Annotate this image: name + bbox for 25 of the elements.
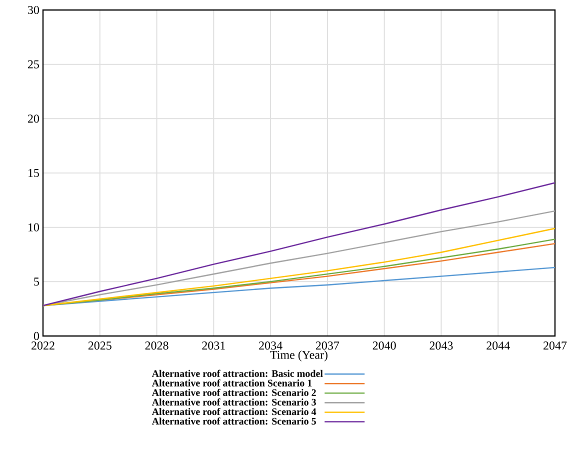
x-tick-label: 2047 [544, 342, 567, 350]
x-tick-label: 2037 [316, 342, 340, 350]
x-axis-title: Time (Year) [270, 350, 328, 362]
x-tick-label: 2022 [32, 342, 54, 350]
y-tick-label: 5 [34, 278, 40, 286]
y-tick-label: 25 [28, 60, 40, 68]
legend-label: Alternative roof attraction Scenario 1 [152, 379, 312, 386]
legend-label: Alternative roof attraction: Scenario 3 [152, 398, 316, 406]
x-tick-label: 2034 [259, 342, 282, 350]
x-tick-label: 2025 [88, 342, 112, 350]
y-tick-label: 15 [28, 168, 40, 178]
x-tick-label: 2040 [372, 342, 396, 350]
legend-label: Alternative roof attraction: Scenario 4 [152, 408, 316, 416]
x-tick-label: 2044 [486, 342, 510, 350]
line-series [43, 182, 555, 306]
x-tick-label: 2028 [145, 342, 168, 350]
x-tick-label: 2031 [202, 342, 225, 350]
y-tick-label: 0 [34, 332, 40, 340]
legend-label: Alternative roof attraction: Basic model [152, 370, 323, 377]
y-tick-label: 20 [28, 114, 40, 123]
legend-label: Alternative roof attraction: Scenario 2 [152, 388, 316, 396]
y-tick-label: 30 [28, 6, 40, 14]
x-tick-label: 2043 [430, 342, 453, 350]
y-tick-label: 10 [28, 223, 40, 232]
legend-label: Alternative roof attraction: Scenario 5 [152, 417, 316, 425]
